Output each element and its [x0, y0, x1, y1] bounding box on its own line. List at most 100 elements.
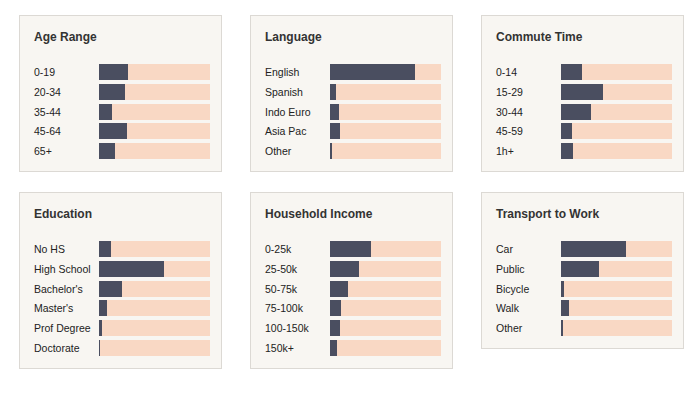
bar	[330, 104, 339, 120]
bar	[561, 143, 573, 159]
category-label: 150k+	[265, 342, 294, 354]
bar-track	[99, 123, 210, 139]
bar-track	[99, 320, 210, 336]
bar	[99, 320, 102, 336]
bar	[561, 281, 564, 297]
bar-track	[99, 261, 210, 277]
bar	[99, 300, 107, 316]
category-label: Asia Pac	[265, 125, 306, 137]
category-label: 75-100k	[265, 302, 303, 314]
category-label: Prof Degree	[34, 322, 91, 334]
bar	[561, 320, 563, 336]
bar	[99, 261, 164, 277]
bar-track	[330, 84, 441, 100]
chart-card: Household Income0-25k25-50k50-75k75-100k…	[250, 192, 453, 369]
bar-track	[330, 340, 441, 356]
category-label: Spanish	[265, 86, 303, 98]
bar	[561, 104, 591, 120]
bar-track	[561, 143, 672, 159]
bar-track	[330, 104, 441, 120]
category-label: Indo Euro	[265, 106, 311, 118]
bar	[99, 84, 125, 100]
category-label: Public	[496, 263, 525, 275]
bar	[99, 143, 115, 159]
bar-track	[561, 261, 672, 277]
bar	[561, 300, 569, 316]
bar-track	[561, 84, 672, 100]
category-label: 15-29	[496, 86, 523, 98]
chart-card: Transport to Work Car Public Bicycle Walk Oth…	[481, 192, 684, 349]
bar-track	[99, 281, 210, 297]
bar	[561, 84, 603, 100]
bar	[330, 340, 337, 356]
bar	[99, 241, 111, 257]
category-label: 0-19	[34, 66, 55, 78]
bar	[561, 241, 626, 257]
bar	[99, 340, 100, 356]
category-label: English	[265, 66, 299, 78]
category-label: 25-50k	[265, 263, 297, 275]
category-label: Car	[496, 243, 513, 255]
bar	[99, 104, 112, 120]
category-label: Bicycle	[496, 283, 529, 295]
bar	[330, 320, 340, 336]
category-label: Bachelor's	[34, 283, 83, 295]
bar-track	[330, 143, 441, 159]
bar-track	[99, 241, 210, 257]
category-label: No HS	[34, 243, 65, 255]
category-label: 45-59	[496, 125, 523, 137]
category-label: 100-150k	[265, 322, 309, 334]
category-label: High School	[34, 263, 91, 275]
bar-track	[561, 123, 672, 139]
bar	[330, 241, 371, 257]
bar-track	[330, 64, 441, 80]
chart-card: Language English Spanish Indo Euro Asia Pac O…	[250, 15, 453, 172]
category-label: 50-75k	[265, 283, 297, 295]
bar	[561, 64, 582, 80]
chart-title: Household Income	[265, 207, 372, 221]
bar	[561, 261, 599, 277]
bar-track	[99, 104, 210, 120]
bar-track	[561, 104, 672, 120]
bar	[99, 64, 128, 80]
bar	[99, 281, 122, 297]
chart-title: Language	[265, 30, 322, 44]
category-label: Other	[496, 322, 522, 334]
category-label: 30-44	[496, 106, 523, 118]
bar	[330, 84, 336, 100]
bar-track	[99, 64, 210, 80]
bar	[330, 281, 348, 297]
category-label: Other	[265, 145, 291, 157]
bar-track	[561, 281, 672, 297]
bar-track	[330, 320, 441, 336]
bar-track	[330, 123, 441, 139]
bar-track	[561, 241, 672, 257]
bar	[561, 123, 572, 139]
bar	[330, 143, 332, 159]
bar	[330, 261, 359, 277]
chart-title: Age Range	[34, 30, 97, 44]
bar-track	[99, 340, 210, 356]
chart-card: EducationNo HSHigh SchoolBachelor'sMaste…	[19, 192, 222, 369]
category-label: 1h+	[496, 145, 514, 157]
bar	[330, 300, 341, 316]
category-label: Doctorate	[34, 342, 80, 354]
category-label: 45-64	[34, 125, 61, 137]
chart-title: Education	[34, 207, 92, 221]
category-label: 20-34	[34, 86, 61, 98]
category-label: Walk	[496, 302, 519, 314]
category-label: 65+	[34, 145, 52, 157]
chart-card: Commute Time0-1415-2930-4445-591h+	[481, 15, 684, 172]
chart-title: Commute Time	[496, 30, 582, 44]
bar-track	[330, 281, 441, 297]
chart-title: Transport to Work	[496, 207, 599, 221]
bar-track	[330, 261, 441, 277]
bar-track	[99, 84, 210, 100]
category-label: 35-44	[34, 106, 61, 118]
bar	[330, 64, 415, 80]
chart-card: Age Range 0-19 20-34 35-44 45-64 65+	[19, 15, 222, 172]
bar-track	[561, 300, 672, 316]
bar-track	[561, 64, 672, 80]
bar-track	[330, 300, 441, 316]
bar	[99, 123, 127, 139]
